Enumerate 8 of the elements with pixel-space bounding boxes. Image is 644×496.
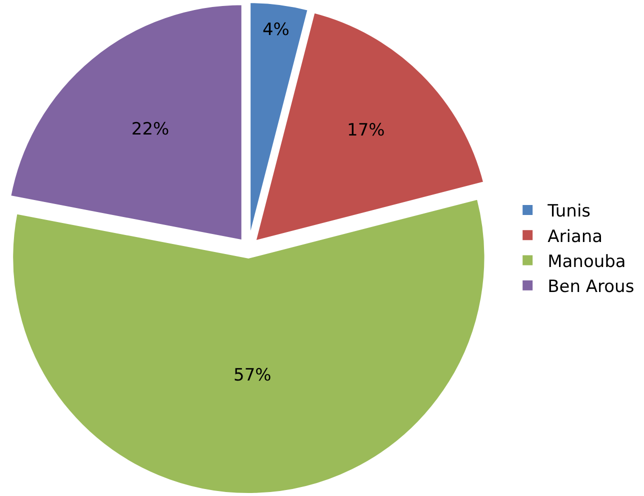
data-label: 22%: [131, 119, 170, 140]
legend-label: Manouba: [548, 252, 626, 272]
legend-label: Ben Arous: [548, 276, 634, 297]
data-label: 57%: [234, 366, 272, 386]
data-label: 17%: [347, 120, 385, 140]
legend-label: Ariana: [548, 226, 603, 247]
legend-label: Tunis: [546, 202, 591, 222]
data-label: 4%: [262, 20, 290, 40]
